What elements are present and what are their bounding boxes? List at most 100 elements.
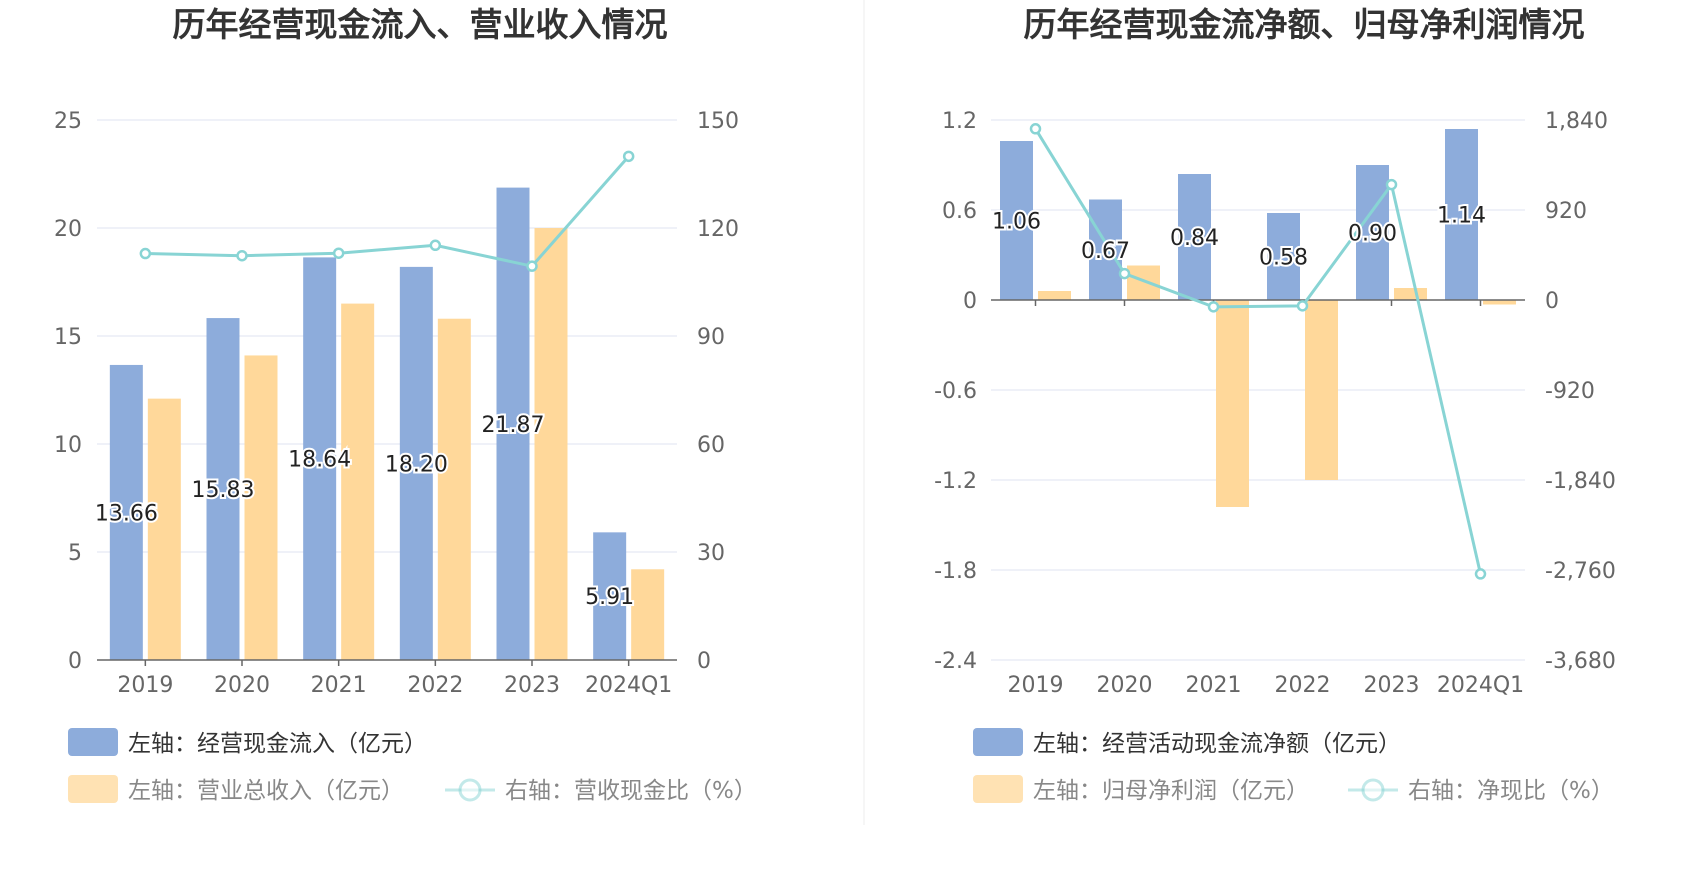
left-tick-label: -0.6 [934, 379, 977, 404]
legend-label: 左轴：归母净利润（亿元） [1033, 778, 1309, 804]
bar-secondary [1394, 288, 1427, 300]
x-tick-label: 2024Q1 [585, 673, 672, 698]
line-point [1029, 123, 1042, 135]
legend-item-primary[interactable]: 左轴：经营现金流入（亿元） [68, 728, 427, 757]
bar-secondary [1038, 291, 1071, 300]
bar-primary [1000, 141, 1033, 300]
data-label: 1.06 [992, 210, 1041, 235]
x-tick-label: 2022 [407, 673, 463, 698]
left-tick-label: -2.4 [934, 649, 977, 674]
right-tick-label: -1,840 [1545, 469, 1616, 494]
bar-secondary [1305, 300, 1338, 480]
bar-primary [109, 364, 143, 660]
bar-secondary [341, 303, 375, 660]
legend-point-swatch [458, 778, 482, 802]
x-axis-baseline [97, 659, 677, 666]
legend-swatch [68, 728, 118, 756]
x-axis-baseline [991, 299, 1525, 306]
bar-primary [496, 187, 530, 660]
right-tick-label: 1,840 [1545, 109, 1608, 134]
right-tick-label: 0 [697, 649, 711, 674]
chart-title: 历年经营现金流入、营业收入情况 [173, 5, 668, 44]
data-label: 5.91 [585, 585, 634, 610]
line-net-cash-ratio [1029, 123, 1487, 580]
x-tick-label: 2022 [1275, 673, 1331, 698]
bar-secondary [1483, 300, 1516, 305]
bar-primary [1178, 174, 1211, 300]
data-label: 18.64 [288, 448, 351, 473]
data-label: 15.83 [192, 478, 255, 503]
legend: 左轴：经营活动现金流净额（亿元） 左轴：归母净利润（亿元） 右轴：净现比（%） [973, 728, 1614, 804]
right-tick-label: 150 [697, 109, 739, 134]
bars-operating-net-cash [1000, 129, 1478, 300]
line-point [622, 150, 635, 163]
chart-netcash-netprofit: 历年经营现金流净额、归母净利润情况 1.2 0.6 0 -0.6 -1.2 -1.8 -2.… [934, 5, 1616, 804]
data-label: 1.14 [1437, 204, 1486, 229]
line-point [1385, 178, 1398, 191]
left-tick-label: 0 [963, 289, 977, 314]
data-label: 0.67 [1081, 239, 1130, 264]
right-tick-label: 60 [697, 433, 725, 458]
right-axis-ticks: 1,840 920 0 -920 -1,840 -2,760 -3,680 [1545, 109, 1616, 674]
bar-primary [1089, 199, 1122, 300]
data-label: 0.90 [1348, 222, 1397, 247]
line-revenue-cash-ratio [139, 150, 635, 272]
bar-secondary [534, 228, 568, 660]
data-label: 0.58 [1259, 246, 1308, 271]
right-tick-label: 920 [1545, 199, 1587, 224]
bar-primary [593, 532, 627, 660]
legend-label: 右轴：净现比（%） [1408, 778, 1614, 804]
legend-item-secondary[interactable]: 左轴：归母净利润（亿元） [973, 775, 1309, 804]
data-labels-net-cash: 1.06 0.67 0.84 0.58 0.90 1.14 [990, 202, 1488, 273]
legend-swatch [973, 728, 1023, 756]
x-tick-label: 2020 [1097, 673, 1153, 698]
legend-label: 右轴：营收现金比（%） [505, 778, 757, 804]
bar-secondary [147, 398, 181, 660]
bar-primary [1356, 165, 1389, 300]
line-point [1296, 300, 1309, 312]
line-path [145, 155, 630, 268]
left-tick-label: 0.6 [942, 199, 977, 224]
x-tick-label: 2019 [1008, 673, 1064, 698]
left-tick-label: 25 [54, 109, 82, 134]
left-tick-label: -1.8 [934, 559, 977, 584]
bars-cash-inflow [109, 187, 627, 660]
bar-primary [1445, 129, 1478, 300]
legend-swatch [68, 775, 118, 803]
right-tick-label: -920 [1545, 379, 1595, 404]
x-tick-label: 2024Q1 [1437, 673, 1524, 698]
line-point [1474, 568, 1487, 580]
legend-item-line[interactable]: 右轴：净现比（%） [1348, 778, 1614, 804]
left-axis-ticks: 1.2 0.6 0 -0.6 -1.2 -1.8 -2.4 [934, 109, 977, 674]
bars-total-revenue [147, 228, 665, 660]
data-label: 0.84 [1170, 226, 1219, 251]
legend-item-secondary[interactable]: 左轴：营业总收入（亿元） [68, 775, 404, 804]
left-tick-label: 15 [54, 325, 82, 350]
legend-swatch [973, 775, 1023, 803]
data-labels-cash-inflow: 13.66 15.83 18.64 18.20 21.87 5.91 [93, 411, 636, 612]
x-axis-categories: 2019 2020 2021 2022 2023 2024Q1 [1008, 673, 1525, 698]
legend-label: 左轴：经营现金流入（亿元） [128, 731, 427, 757]
bar-primary [399, 266, 433, 660]
right-tick-label: -2,760 [1545, 559, 1616, 584]
legend-item-line[interactable]: 右轴：营收现金比（%） [445, 778, 757, 804]
line-point [139, 247, 152, 260]
bar-secondary [1216, 300, 1249, 507]
legend-item-primary[interactable]: 左轴：经营活动现金流净额（亿元） [973, 728, 1401, 757]
right-tick-label: 30 [697, 541, 725, 566]
x-axis-categories: 2019 2020 2021 2022 2023 2024Q1 [117, 673, 672, 698]
bar-secondary [244, 355, 278, 660]
x-tick-label: 2019 [117, 673, 173, 698]
left-tick-label: 0 [68, 649, 82, 674]
bar-secondary [437, 318, 471, 660]
data-label: 18.20 [385, 452, 448, 477]
x-tick-label: 2021 [311, 673, 367, 698]
x-tick-label: 2020 [214, 673, 270, 698]
bars-net-profit [1038, 265, 1516, 507]
line-point [1118, 267, 1131, 280]
line-point [526, 260, 538, 272]
bar-secondary [631, 569, 665, 660]
right-tick-label: 0 [1545, 289, 1559, 314]
right-tick-label: 90 [697, 325, 725, 350]
